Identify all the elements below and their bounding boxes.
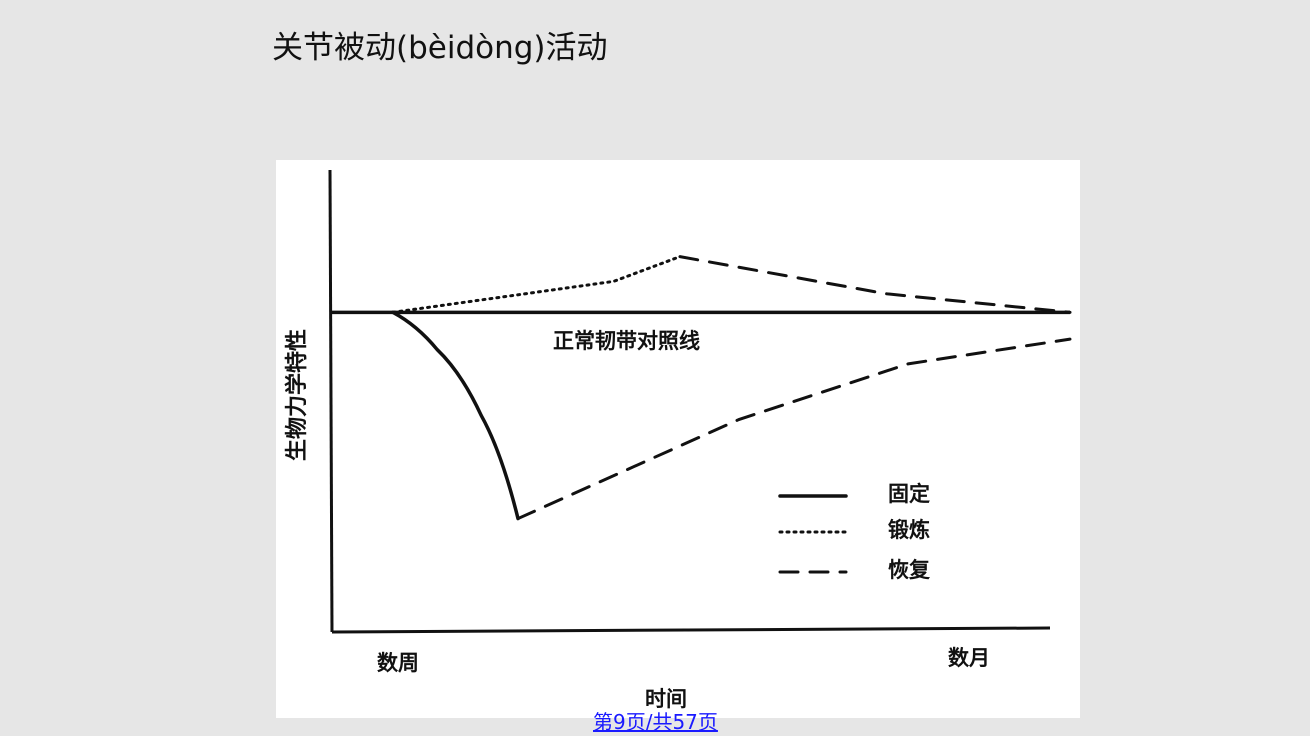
baseline-label: 正常韧带对照线 (553, 329, 700, 353)
series-immobilization-line (391, 310, 520, 521)
series-recovery-lower-line (516, 337, 1072, 521)
legend-label-exercise: 锻炼 (888, 518, 930, 542)
series-recovery-upper-line (678, 255, 1072, 314)
y-axis (328, 169, 334, 633)
y-axis-label: 生物力学特性 (284, 329, 310, 461)
x-axis-label: 时间 (645, 687, 687, 711)
legend: 固定 锻炼 恢复 (778, 482, 931, 582)
chart-figure: 生物力学特性 时间 数周 数月 正常韧带对照线 固定 锻炼 恢复 (276, 160, 1080, 718)
page-number[interactable]: 第9页/共57页 (593, 710, 718, 734)
x-axis (331, 626, 1051, 634)
slide-title: 关节被动(bèidòng)活动 (272, 30, 608, 66)
legend-label-recovery: 恢复 (888, 558, 931, 582)
chart-svg: 生物力学特性 时间 数周 数月 正常韧带对照线 固定 锻炼 恢复 (284, 169, 1072, 711)
x-tick-months: 数月 (948, 646, 990, 670)
x-tick-weeks: 数周 (377, 651, 419, 675)
legend-label-immobilization: 固定 (888, 482, 930, 506)
series-exercise-line (391, 255, 682, 314)
